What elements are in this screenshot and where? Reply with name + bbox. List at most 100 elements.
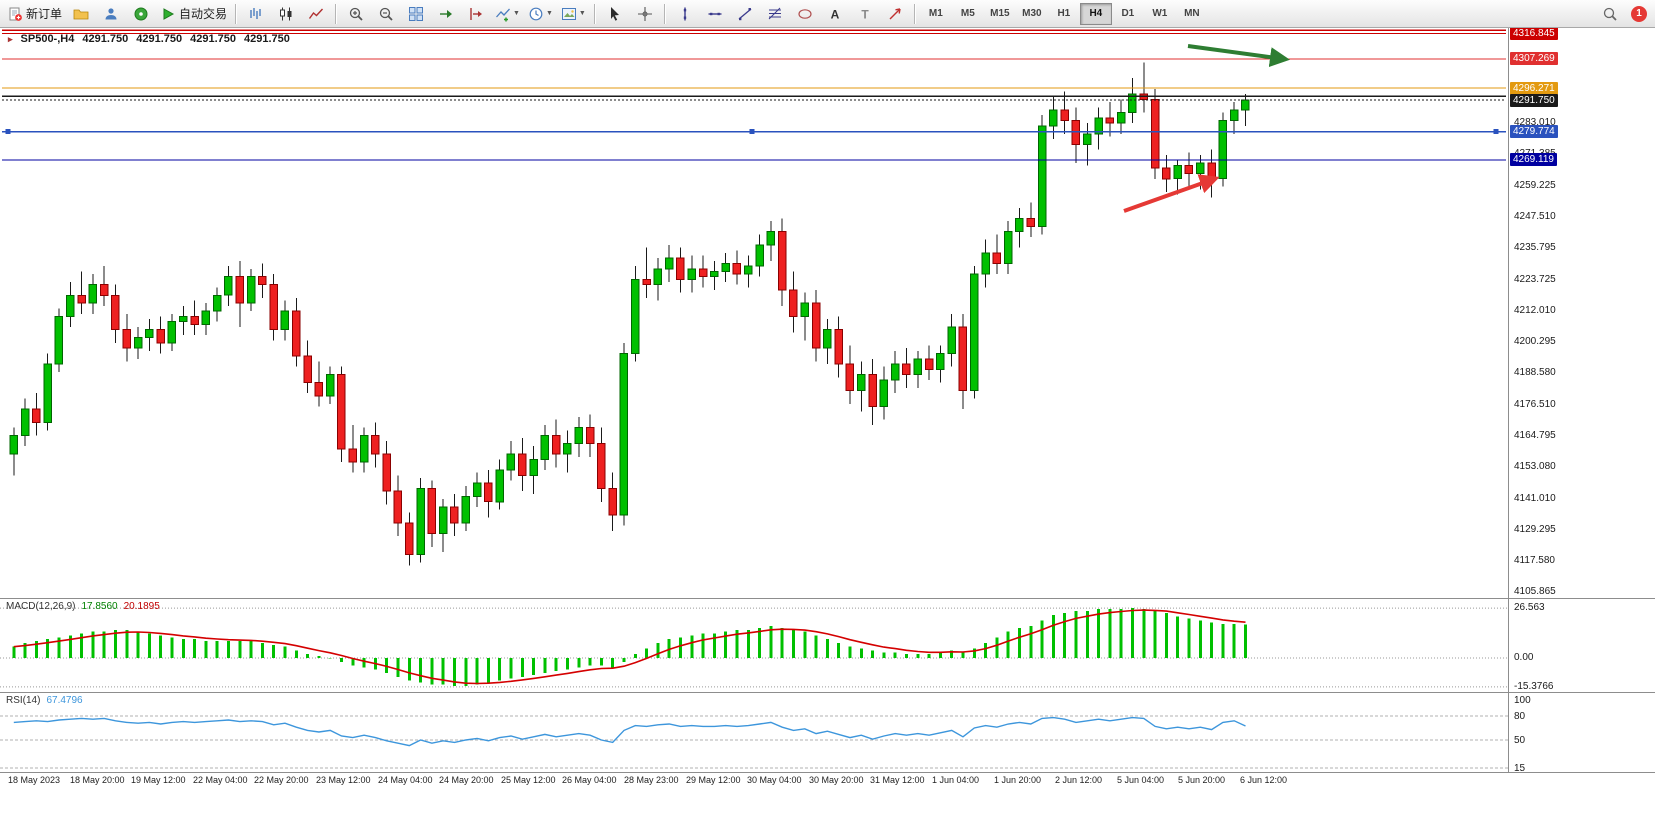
main-price-chart[interactable] bbox=[0, 28, 1508, 598]
shapes-button[interactable] bbox=[791, 2, 819, 26]
time-label: 5 Jun 20:00 bbox=[1178, 775, 1226, 785]
bars-icon bbox=[250, 7, 261, 19]
zoom-in-button[interactable] bbox=[342, 2, 370, 26]
price-tick: 4212.010 bbox=[1514, 305, 1556, 316]
indicators-button[interactable]: ▼ bbox=[492, 2, 523, 26]
rsi-axis-label: 15 bbox=[1514, 763, 1526, 774]
rsi-line bbox=[13, 716, 1246, 747]
red-arrow-annotation[interactable] bbox=[1123, 174, 1220, 213]
charts-button[interactable] bbox=[67, 2, 95, 26]
level-lines-layer[interactable] bbox=[2, 29, 1506, 161]
price-badge: 4279.774 bbox=[1510, 125, 1558, 138]
toolbar: 新订单 自动交易 ▼ ▼ ▼ A T M1 M5 M15 M30 H1 H4 D1 W1 MN bbox=[0, 0, 1655, 28]
linechart-icon bbox=[308, 8, 324, 19]
time-label: 31 May 12:00 bbox=[870, 775, 925, 785]
toolbar-separator bbox=[593, 3, 596, 24]
macd-signal-value: 20.1895 bbox=[123, 601, 160, 612]
rsi-panel-divider[interactable] bbox=[0, 692, 1655, 693]
price-tick: 4259.225 bbox=[1514, 180, 1556, 191]
rsi-levels bbox=[0, 715, 1508, 769]
timeframe-M30-button[interactable]: M30 bbox=[1022, 8, 1042, 19]
time-label: 30 May 04:00 bbox=[747, 775, 802, 785]
person-icon bbox=[105, 7, 117, 19]
time-label: 18 May 2023 bbox=[8, 775, 61, 785]
dropdown-caret-icon: ▼ bbox=[578, 10, 586, 17]
timeframe-D1-button[interactable]: D1 bbox=[1121, 8, 1135, 19]
vertical-line-button[interactable] bbox=[671, 2, 699, 26]
rsi-axis-label: 100 bbox=[1514, 695, 1531, 706]
new-order-button[interactable]: 新订单 bbox=[4, 2, 65, 26]
price-badge: 4269.119 bbox=[1510, 153, 1557, 166]
tile-icon bbox=[409, 6, 424, 21]
auto-trading-button[interactable]: 自动交易 bbox=[157, 2, 230, 26]
price-tick: 4283.010 bbox=[1514, 117, 1556, 128]
time-label: 28 May 23:00 bbox=[624, 775, 679, 785]
one-click-trading-toggle[interactable]: ▸ bbox=[8, 33, 13, 44]
candlestick-button[interactable] bbox=[272, 2, 300, 26]
trendline-button[interactable] bbox=[731, 2, 759, 26]
time-label: 22 May 20:00 bbox=[254, 775, 309, 785]
time-label: 26 May 04:00 bbox=[562, 775, 617, 785]
cursor-button[interactable] bbox=[601, 2, 629, 26]
zoom-out-button[interactable] bbox=[372, 2, 400, 26]
text-label-button[interactable]: T bbox=[851, 2, 879, 26]
price-badge: 4307.269 bbox=[1510, 52, 1558, 65]
vline-icon bbox=[683, 7, 687, 20]
cursor-icon bbox=[610, 6, 619, 21]
toolbar-separator bbox=[663, 3, 666, 24]
macd-guides bbox=[0, 607, 1508, 688]
price-tick: 4235.795 bbox=[1514, 242, 1556, 253]
chart-shift-button[interactable] bbox=[462, 2, 490, 26]
macd-histogram bbox=[12, 608, 1247, 687]
symbol-info: ▸ SP500-,H4 4291.750 4291.750 4291.750 4… bbox=[8, 33, 290, 45]
time-label: 1 Jun 04:00 bbox=[932, 775, 980, 785]
timeframe-M15-button[interactable]: M15 bbox=[990, 8, 1010, 19]
timeframe-W1-button[interactable]: W1 bbox=[1152, 8, 1168, 19]
macd-panel[interactable] bbox=[0, 598, 1508, 692]
templates-button[interactable]: ▼ bbox=[558, 2, 589, 26]
price-badge: 4316.845 bbox=[1510, 27, 1558, 40]
crosshair-button[interactable] bbox=[631, 2, 659, 26]
text-button[interactable]: A bbox=[821, 2, 849, 26]
ohlc-low: 4291.750 bbox=[190, 33, 237, 45]
tile-windows-button[interactable] bbox=[402, 2, 430, 26]
green-arrow-annotation[interactable] bbox=[1187, 44, 1290, 68]
timeframe-M5-button[interactable]: M5 bbox=[960, 8, 975, 19]
price-tick: 4188.580 bbox=[1514, 367, 1556, 378]
time-label: 23 May 12:00 bbox=[316, 775, 371, 785]
text-t-icon: T bbox=[861, 7, 869, 21]
timeframe-H4-button[interactable]: H4 bbox=[1079, 2, 1112, 25]
shift-icon bbox=[470, 7, 483, 20]
timeframe-M1-button[interactable]: M1 bbox=[928, 8, 943, 19]
timeframe-MN-button[interactable]: MN bbox=[1184, 8, 1200, 19]
notification-badge[interactable]: 1 bbox=[1631, 5, 1647, 22]
fibonacci-button[interactable] bbox=[761, 2, 789, 26]
periods-button[interactable]: ▼ bbox=[525, 2, 556, 26]
timeframe-H1-button[interactable]: H1 bbox=[1057, 8, 1071, 19]
bar-chart-button[interactable] bbox=[242, 2, 270, 26]
autoscroll-icon bbox=[440, 9, 453, 18]
time-label: 24 May 04:00 bbox=[378, 775, 433, 785]
macd-signal-line bbox=[13, 609, 1246, 685]
market-watch-button[interactable] bbox=[127, 2, 155, 26]
price-axis-border bbox=[1508, 28, 1509, 772]
price-tick: 4200.295 bbox=[1514, 336, 1556, 347]
price-tick: 4164.795 bbox=[1514, 430, 1556, 441]
profiles-button[interactable] bbox=[97, 2, 125, 26]
toolbar-separator bbox=[235, 3, 238, 24]
macd-panel-divider[interactable] bbox=[0, 598, 1655, 599]
macd-main-value: 17.8560 bbox=[81, 601, 118, 612]
time-label: 6 Jun 12:00 bbox=[1240, 775, 1288, 785]
search-button[interactable] bbox=[1596, 2, 1624, 26]
hline-icon bbox=[708, 12, 722, 15]
rsi-panel[interactable] bbox=[0, 692, 1508, 772]
crosshair-icon bbox=[637, 6, 652, 21]
ohlc-close: 4291.750 bbox=[244, 33, 290, 45]
arrows-button[interactable] bbox=[881, 2, 909, 26]
line-chart-button[interactable] bbox=[302, 2, 330, 26]
time-label: 29 May 12:00 bbox=[686, 775, 741, 785]
toolbar-separator bbox=[913, 3, 916, 24]
auto-scroll-button[interactable] bbox=[432, 2, 460, 26]
horizontal-line-button[interactable] bbox=[701, 2, 729, 26]
